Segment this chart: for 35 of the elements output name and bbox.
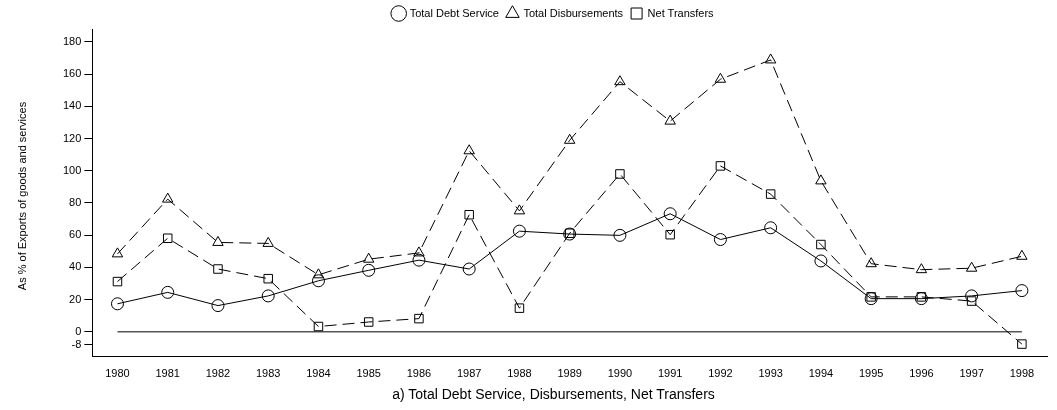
legend-label: Net Transfers	[647, 6, 715, 19]
y-tick-label: 160	[62, 67, 82, 80]
x-tick-label: 1983	[255, 366, 281, 379]
x-tick-label: 1997	[959, 366, 984, 379]
x-tick-label: 1982	[205, 366, 231, 379]
y-tick-label: 100	[62, 163, 82, 176]
y-tick-label: 20	[69, 292, 82, 305]
x-tick-label: 1990	[607, 366, 633, 379]
x-tick-label: 1998	[1009, 366, 1035, 379]
x-tick-label: 1991	[657, 366, 683, 379]
y-axis-title: As % of Exports of goods and services	[16, 100, 28, 293]
text: a) Total Debt Service, Disbursements, Net Transfers	[392, 386, 715, 403]
x-tick-label: 1993	[758, 366, 783, 379]
x-tick-label: 1996	[909, 366, 934, 379]
x-tick-label: 1988	[507, 366, 532, 379]
x-tick-label: 1980	[105, 366, 130, 379]
y-tick-label: 120	[62, 131, 82, 144]
x-tick-label: 1995	[858, 366, 884, 379]
y-tick-label: 140	[62, 99, 82, 112]
x-tick-label: 1992	[708, 366, 733, 379]
x-tick-label: 1989	[557, 366, 582, 379]
y-tick-label: 40	[69, 260, 82, 273]
legend-label: Total Disbursements	[523, 6, 624, 19]
x-tick-label: 1981	[155, 366, 180, 379]
y-tick-label: -8	[71, 337, 82, 350]
x-tick-label: 1987	[456, 366, 482, 379]
y-tick-label: 0	[75, 324, 82, 337]
x-tick-label: 1994	[808, 366, 834, 379]
x-tick-label: 1986	[406, 366, 432, 379]
legend-label: Total Debt Service	[409, 6, 499, 19]
y-tick-label: 180	[62, 34, 82, 47]
x-tick-label: 1984	[306, 366, 331, 379]
y-tick-label: 80	[69, 196, 82, 208]
x-tick-label: 1985	[356, 366, 381, 379]
y-tick-label: 60	[69, 228, 82, 241]
